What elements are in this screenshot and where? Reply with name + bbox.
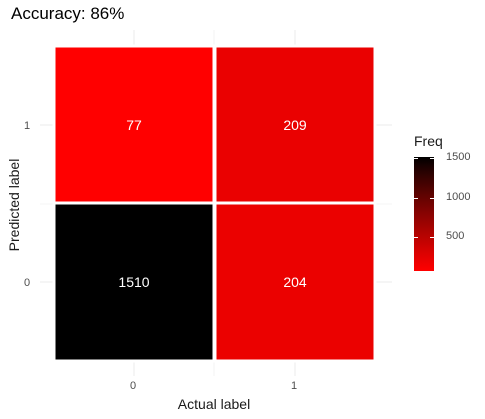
legend-tick-mark [430,237,434,239]
legend-tick-mark [430,197,434,199]
chart-title: Accuracy: 86% [11,4,125,23]
legend-tick-label: 500 [446,230,465,243]
cell-value-label: 77 [126,117,142,133]
x-tick-label-1: 1 [291,380,298,392]
legend-tick-mark [414,237,418,239]
legend-tick-mark [414,157,418,159]
legend-tick-mark [430,157,434,159]
legend-tick-label: 1500 [446,150,471,163]
cell-value-label: 204 [283,274,307,290]
cell-value-label: 209 [283,117,307,133]
cell-value-label: 1510 [118,274,149,290]
y-axis-label: Predicted label [6,158,22,252]
y-tick-label-0: 0 [24,277,31,289]
legend-tick-mark [414,197,418,199]
heatmap-cell [52,201,216,363]
heatmap-cell [213,201,377,363]
legend-tick-label: 1000 [446,190,471,203]
x-axis-label: Actual label [177,396,251,412]
x-tick-label-0: 0 [130,380,137,392]
legend-title: Freq [414,133,443,149]
legend-colorbar [414,157,434,271]
y-tick-label-1: 1 [24,120,31,132]
heatmap-cell [213,44,377,206]
